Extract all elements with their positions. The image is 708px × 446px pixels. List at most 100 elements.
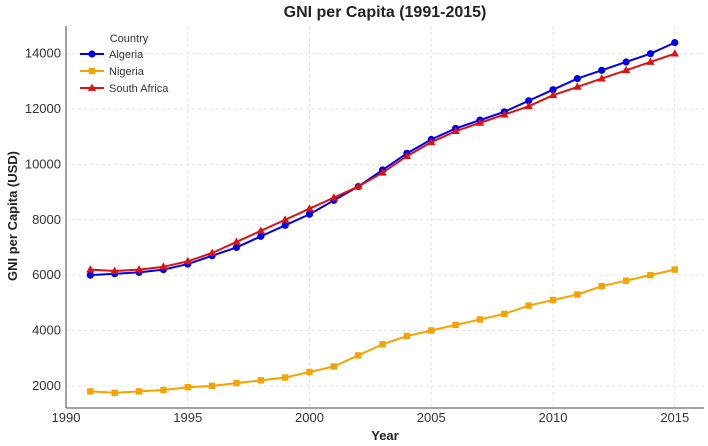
- data-point-south-africa-1995: [183, 256, 192, 265]
- data-point-nigeria-2012: [598, 283, 605, 290]
- data-point-nigeria-1996: [208, 382, 216, 390]
- data-point-nigeria-2005: [428, 327, 435, 334]
- data-point-nigeria-2014: [647, 271, 654, 279]
- data-point-nigeria-1994: [160, 386, 167, 394]
- data-point-algeria-1998: [257, 232, 265, 240]
- data-point-algeria-2015: [671, 39, 679, 47]
- y-tick-label-10000: 10000: [25, 156, 61, 171]
- data-point-algeria-2012: [598, 66, 606, 74]
- legend-item-nigeria: Nigeria: [80, 66, 145, 78]
- data-point-south-africa-2010: [548, 90, 558, 99]
- data-point-algeria-1999: [281, 221, 289, 229]
- x-tick-label-2005: 2005: [417, 410, 446, 425]
- series-line-south-africa: [90, 52, 676, 272]
- data-point-nigeria-1997: [233, 379, 240, 387]
- data-point-nigeria-1995: [184, 384, 191, 391]
- data-point-south-africa-1992: [110, 266, 119, 274]
- data-point-south-africa-2012: [597, 74, 606, 82]
- data-point-nigeria-2000: [306, 368, 313, 376]
- legend-label-algeria: Algeria: [109, 49, 144, 61]
- data-point-nigeria-2011: [574, 291, 581, 298]
- data-point-south-africa-1997: [232, 237, 241, 245]
- data-point-south-africa-2003: [378, 168, 387, 176]
- data-point-algeria-2011: [573, 74, 581, 83]
- y-tick-label-14000: 14000: [25, 46, 61, 61]
- legend-title: Country: [110, 33, 149, 45]
- legend: Country Algeria Nigeria South Africa: [80, 33, 169, 95]
- x-tick-label-1995: 1995: [173, 410, 202, 425]
- y-tick-label-2000: 2000: [32, 378, 61, 393]
- data-point-nigeria-2009: [525, 302, 532, 309]
- legend-item-south-africa: South Africa: [80, 83, 169, 95]
- data-point-nigeria-2002: [355, 352, 362, 359]
- data-point-nigeria-2003: [379, 341, 386, 348]
- x-tick-label-1990: 1990: [52, 410, 81, 425]
- data-point-nigeria-1998: [257, 377, 265, 384]
- y-tick-label-6000: 6000: [32, 267, 61, 282]
- data-point-south-africa-2006: [451, 126, 460, 135]
- data-point-south-africa-2002: [354, 182, 363, 190]
- x-tick-label-2010: 2010: [539, 410, 568, 425]
- axes: 1990 1995 2000 2005 2010 2015 2000 4000 6000 8000…: [25, 26, 704, 425]
- chart-title: GNI per Capita (1991-2015): [284, 4, 487, 21]
- data-point-nigeria-2010: [549, 296, 557, 304]
- data-point-algeria-2000: [305, 210, 314, 218]
- series-line-nigeria: [90, 268, 676, 394]
- legend-item-algeria: Algeria: [80, 49, 144, 61]
- y-tick-label-12000: 12000: [25, 101, 61, 116]
- data-point-south-africa-2013: [621, 65, 631, 74]
- data-point-algeria-1997: [232, 243, 241, 252]
- data-point-nigeria-2006: [452, 321, 459, 329]
- data-point-south-africa-2005: [427, 137, 436, 146]
- data-point-algeria-2010: [549, 86, 557, 94]
- data-point-nigeria-2001: [330, 363, 338, 370]
- series-south-africa: [86, 49, 679, 274]
- x-tick-label-2015: 2015: [660, 410, 689, 425]
- data-point-nigeria-2013: [622, 277, 630, 284]
- data-point-nigeria-2004: [403, 332, 411, 340]
- data-point-south-africa-2000: [305, 204, 314, 212]
- data-point-nigeria-1991: [87, 388, 94, 395]
- legend-label-south-africa: South Africa: [109, 83, 169, 95]
- data-point-south-africa-2015: [670, 49, 679, 57]
- x-tick-label-2000: 2000: [295, 410, 324, 425]
- data-point-south-africa-1998: [256, 226, 265, 234]
- data-point-south-africa-1993: [134, 265, 144, 273]
- data-point-south-africa-2004: [402, 151, 412, 159]
- y-tick-label-4000: 4000: [32, 322, 61, 337]
- data-point-south-africa-2009: [524, 101, 533, 110]
- legend-marker-algeria: [88, 50, 96, 58]
- data-point-south-africa-1991: [86, 265, 95, 273]
- y-axis-label: GNI per Capita (USD): [5, 151, 20, 281]
- series-line-algeria: [90, 41, 676, 277]
- data-point-algeria-2009: [525, 97, 533, 105]
- data-point-nigeria-2015: [671, 266, 678, 273]
- data-point-nigeria-2007: [476, 316, 484, 323]
- legend-marker-nigeria: [88, 67, 96, 75]
- data-point-south-africa-2001: [329, 193, 339, 201]
- y-tick-label-8000: 8000: [32, 212, 61, 227]
- series-algeria: [86, 39, 679, 279]
- data-point-south-africa-1996: [207, 248, 217, 256]
- grid: [65, 26, 704, 408]
- data-point-nigeria-1993: [135, 388, 143, 395]
- data-point-south-africa-1999: [280, 215, 290, 223]
- legend-items: Algeria Nigeria South Africa: [80, 49, 169, 95]
- data-point-south-africa-2007: [475, 118, 485, 126]
- legend-marker-south-africa: [87, 83, 97, 91]
- data-point-algeria-2013: [622, 58, 630, 66]
- data-point-south-africa-2008: [500, 110, 509, 118]
- data-point-algeria-1991: [86, 271, 94, 279]
- data-point-nigeria-2008: [501, 310, 508, 318]
- data-point-south-africa-1994: [159, 262, 168, 270]
- data-point-algeria-2014: [646, 50, 655, 58]
- x-axis-label: Year: [371, 428, 398, 443]
- data-point-south-africa-2011: [573, 82, 582, 90]
- series-nigeria: [87, 266, 678, 396]
- legend-label-nigeria: Nigeria: [109, 66, 145, 78]
- series-layer: [86, 39, 679, 396]
- data-point-nigeria-1992: [111, 389, 118, 396]
- data-point-nigeria-1999: [281, 374, 289, 381]
